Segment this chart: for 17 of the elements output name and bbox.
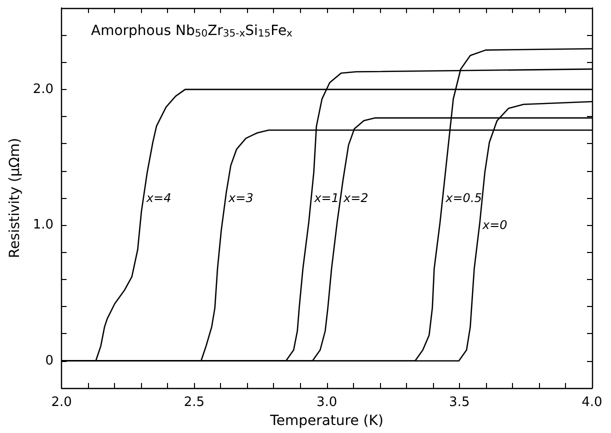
x-tick-label: 2.0 <box>51 395 72 410</box>
x-tick-label: 2.5 <box>184 395 205 410</box>
x-tick-label: 3.0 <box>316 395 338 410</box>
text: Amorphous Nb50Zr35-xSi15Fex <box>91 23 293 40</box>
series-label: x=3 <box>228 191 254 205</box>
series-label: x=0.5 <box>444 191 482 205</box>
y-tick-label: 2.0 <box>32 82 54 97</box>
y-tick-label: 0 <box>45 353 54 368</box>
series-label: x=2 <box>342 191 368 205</box>
y-axis-title: Resistivity (μΩm) <box>7 138 23 258</box>
x-tick-label: 3.5 <box>449 395 470 410</box>
x-tick-label: 4.0 <box>582 395 602 410</box>
series-label: x=1 <box>313 191 339 205</box>
series-label: x=0 <box>481 218 508 232</box>
x-axis-title: Temperature (K) <box>269 412 384 429</box>
series-label: x=4 <box>145 191 172 205</box>
y-tick-label: 1.0 <box>32 218 54 233</box>
